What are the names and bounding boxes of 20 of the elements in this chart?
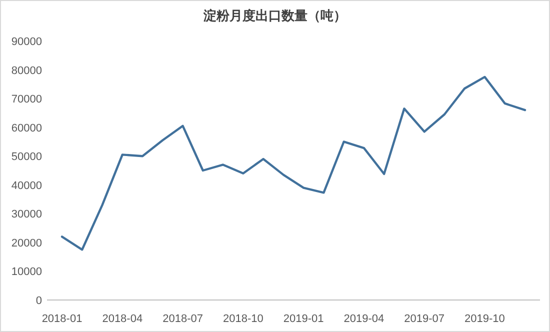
x-tick-label: 2018-07 [162,313,203,325]
x-tick-label: 2019-01 [283,313,324,325]
x-tick-label: 2018-10 [222,313,264,325]
y-tick-label: 90000 [11,36,42,48]
y-tick-label: 20000 [11,237,42,250]
y-tick-label: 70000 [11,94,42,106]
x-tick-label: 2019-07 [404,313,445,325]
x-tick-label: 2019-10 [464,313,505,325]
x-tick-label: 2019-04 [344,313,384,325]
chart-title: 淀粉月度出口数量（吨） [202,8,346,23]
line-series [60,76,526,251]
y-tick-label: 0 [36,295,42,307]
y-tick-label: 60000 [11,122,42,134]
y-tick-label: 40000 [11,180,42,192]
x-tick-label: 2018-01 [42,313,82,325]
y-tick-label: 80000 [11,64,42,77]
x-tick-label: 2018-04 [102,313,143,325]
y-tick-label: 10000 [11,266,42,278]
y-tick-label: 30000 [11,208,42,221]
y-tick-label: 50000 [11,151,42,164]
